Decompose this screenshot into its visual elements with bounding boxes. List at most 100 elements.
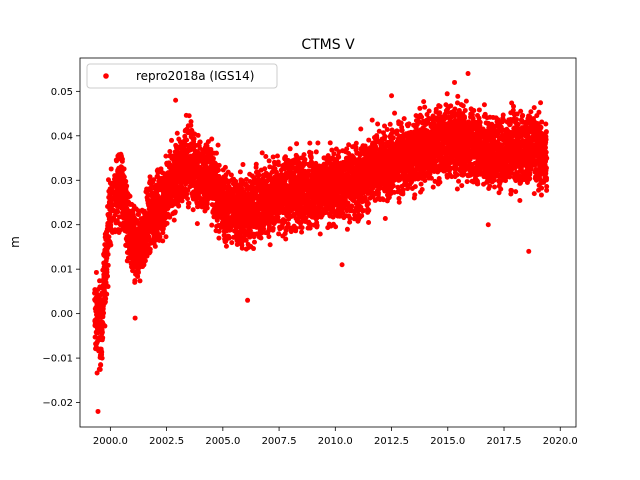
data-point [274,153,280,159]
data-point [209,136,215,142]
data-point [226,235,232,241]
data-point [215,167,221,173]
data-point [347,215,353,221]
data-point [251,246,256,252]
data-point [132,278,138,284]
data-point [147,246,153,252]
data-point [327,140,333,146]
data-point [213,150,219,156]
data-point [400,187,406,193]
data-point [353,140,359,146]
data-point [174,130,180,136]
data-point [258,235,264,241]
data-point [104,269,110,275]
data-point [191,136,197,142]
data-point [152,243,158,249]
data-point [197,139,203,145]
data-point [136,212,142,218]
data-point [366,207,372,213]
data-point [375,121,381,127]
data-point [99,355,105,361]
data-point [359,213,365,219]
data-point [94,370,100,376]
data-point [105,251,111,257]
data-point [184,137,190,143]
data-point [301,152,307,158]
data-point [237,169,243,175]
data-point [171,217,177,223]
data-point [270,154,276,160]
data-point [215,142,221,148]
data-point [115,209,121,215]
data-point [108,166,114,172]
data-point [121,174,127,180]
data-point [293,225,299,231]
data-point [262,166,268,172]
data-point [392,110,398,116]
data-point [256,172,262,178]
data-point [384,126,390,132]
data-point [194,221,200,227]
data-point [195,132,201,138]
data-point [382,216,388,222]
data-point [101,310,107,316]
data-point [100,314,106,320]
data-point [105,273,110,279]
data-point [229,240,235,246]
data-point [169,137,175,143]
data-point [299,229,305,235]
data-point [390,183,396,189]
data-point [123,178,129,184]
data-point [147,174,153,180]
data-point [344,226,350,232]
data-point [369,117,375,123]
data-point [216,235,222,241]
data-point [204,201,210,207]
data-point [314,223,320,229]
data-point [366,219,372,225]
data-point [317,231,323,237]
data-point [157,234,163,240]
data-point [164,220,170,226]
data-point [142,258,148,264]
data-point [398,120,404,126]
data-point [251,239,257,245]
data-point [313,149,319,155]
data-point [223,243,229,249]
data-point [210,155,216,161]
data-point [105,262,111,268]
data-point [135,269,141,275]
data-point [172,209,178,215]
data-point [365,201,371,207]
data-point [141,262,147,268]
data-point [167,149,173,155]
data-point [188,119,194,125]
data-point [315,140,321,146]
data-point [185,196,190,202]
data-point [158,166,164,172]
data-point [121,166,127,172]
data-point [97,367,103,373]
data-point [137,278,143,284]
data-point [390,135,396,141]
data-point [366,137,372,143]
data-point [209,222,215,228]
data-point [92,334,98,340]
data-point [307,140,313,146]
data-point [102,323,108,329]
data-point [99,349,105,355]
data-point [127,193,133,199]
data-point [267,242,273,248]
data-point [266,234,272,240]
data-point [119,156,125,162]
chart-title: CTMS V [301,37,355,53]
data-point [396,199,402,205]
data-point [222,164,228,170]
data-point [163,234,169,240]
data-point [108,222,114,228]
data-point [240,162,246,168]
data-point [399,127,405,133]
data-point [151,177,157,183]
data-point [135,273,141,279]
